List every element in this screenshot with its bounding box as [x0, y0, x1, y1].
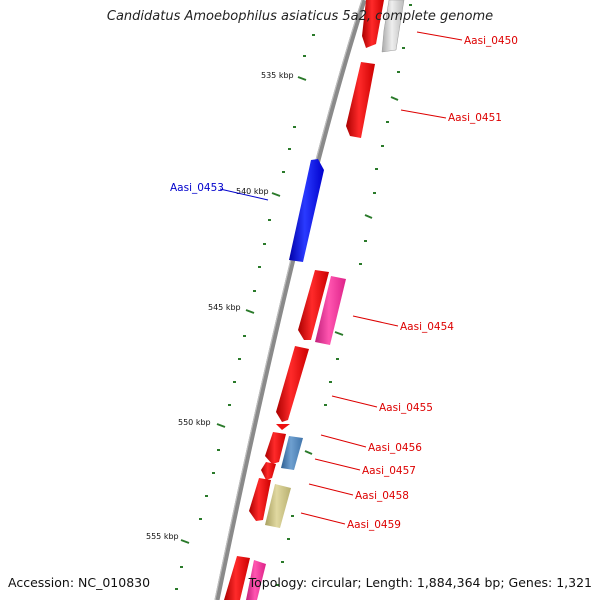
gene-label-0453[interactable]: Aasi_0453 — [170, 182, 224, 194]
gene-0456-arrow[interactable] — [265, 432, 286, 464]
gene-label-0459[interactable]: Aasi_0459 — [347, 519, 401, 531]
gene-label-0450[interactable]: Aasi_0450 — [464, 35, 518, 47]
genome-backbone — [214, 0, 367, 600]
gene-label-0456[interactable]: Aasi_0456 — [368, 442, 422, 454]
inner-tick-arc — [175, 34, 315, 590]
gene-label-0454[interactable]: Aasi_0454 — [400, 321, 454, 333]
gene-label-0451[interactable]: Aasi_0451 — [448, 112, 502, 124]
scale-label-545: 545 kbp — [208, 303, 241, 312]
gene-0454-rna-feature[interactable] — [315, 276, 346, 345]
gene-0454-arrow[interactable] — [298, 270, 329, 340]
gene-0450-grey-feature[interactable] — [381, 0, 405, 53]
scale-label-540: 540 kbp — [236, 187, 269, 196]
gene-0459-khaki-feature[interactable] — [265, 484, 291, 528]
gene-label-0458[interactable]: Aasi_0458 — [355, 490, 409, 502]
gene-0455-tip — [276, 424, 290, 430]
outer-tick-arc — [276, 4, 412, 586]
gene-label-0457[interactable]: Aasi_0457 — [362, 465, 416, 477]
gene-0458-arrow[interactable] — [249, 478, 271, 521]
gene-0451-arrow[interactable] — [346, 62, 375, 138]
gene-next-rna-feature[interactable] — [246, 560, 266, 600]
accession-label: Accession: NC_010830 — [8, 575, 151, 590]
topology-summary: Topology: circular; Length: 1,884,364 bp… — [248, 575, 592, 590]
gene-0453-arrow[interactable] — [289, 159, 324, 262]
genome-title: Candidatus Amoebophilus asiaticus 5a2, c… — [106, 9, 494, 24]
gene-0455-arrow[interactable] — [276, 346, 309, 422]
scale-label-535: 535 kbp — [261, 71, 294, 80]
scale-label-555: 555 kbp — [146, 532, 179, 541]
gene-0457-steel-feature[interactable] — [281, 436, 303, 470]
major-ticks — [180, 76, 399, 544]
gene-0457-arrow[interactable] — [261, 462, 276, 480]
gene-next-arrow[interactable] — [224, 556, 250, 600]
gene-label-0455[interactable]: Aasi_0455 — [379, 402, 433, 414]
scale-label-550: 550 kbp — [178, 418, 211, 427]
leader-lines — [219, 31, 463, 525]
gene-0450-arrow[interactable] — [362, 0, 384, 48]
